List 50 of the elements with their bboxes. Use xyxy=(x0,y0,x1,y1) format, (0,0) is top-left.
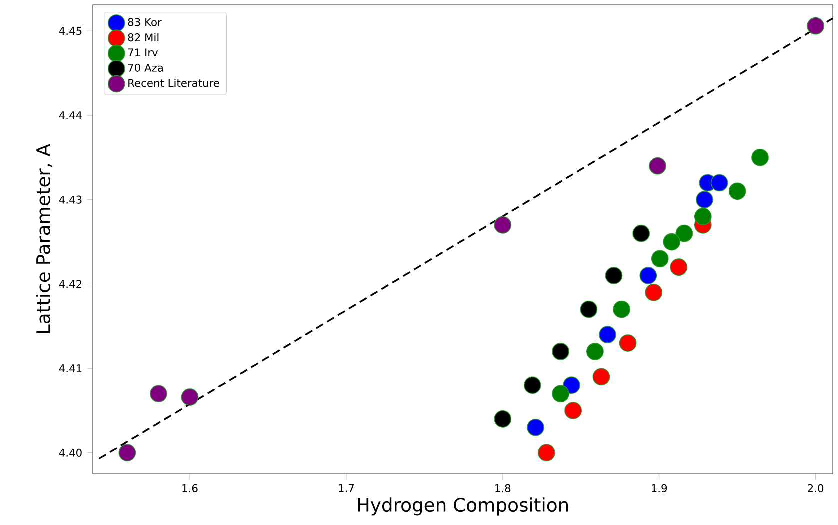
point xyxy=(538,444,556,462)
point xyxy=(527,418,544,436)
point xyxy=(613,300,630,318)
x-tick-label: 2.0 xyxy=(808,484,824,492)
x-tick-label: 1.6 xyxy=(182,484,198,492)
point xyxy=(118,444,136,462)
point xyxy=(649,157,666,175)
point xyxy=(752,149,769,166)
point xyxy=(696,191,714,209)
point xyxy=(552,385,570,403)
point xyxy=(619,334,637,352)
point xyxy=(676,224,694,242)
point xyxy=(150,385,168,403)
point xyxy=(807,17,824,35)
point xyxy=(645,284,663,302)
legend-label: 83 Kor xyxy=(128,18,162,26)
y-tick-label: 4.40 xyxy=(59,448,82,457)
point xyxy=(599,326,616,344)
point xyxy=(651,250,669,268)
point xyxy=(494,410,512,428)
point xyxy=(494,216,512,234)
point xyxy=(181,388,199,406)
point xyxy=(728,182,746,200)
point xyxy=(663,233,681,251)
y-tick-label: 4.45 xyxy=(59,27,82,36)
point xyxy=(632,224,650,242)
y-tick-label: 4.44 xyxy=(59,112,82,120)
point xyxy=(670,258,688,276)
point xyxy=(640,267,658,284)
x-tick-label: 1.8 xyxy=(496,484,511,492)
point xyxy=(605,267,623,284)
legend-label: 71 Irv xyxy=(128,48,158,57)
legend-label: Recent Literature xyxy=(128,78,220,88)
point xyxy=(524,376,542,394)
legend-label: 70 Aza xyxy=(128,64,163,72)
x-tick-label: 1.9 xyxy=(652,484,668,492)
y-tick-label: 4.41 xyxy=(59,364,82,372)
point xyxy=(586,343,604,360)
y-tick-label: 4.43 xyxy=(59,196,82,204)
point xyxy=(580,300,598,318)
point xyxy=(552,343,570,360)
x-axis-title: Hydrogen Composition xyxy=(358,498,568,516)
x-tick-label: 1.7 xyxy=(339,484,354,492)
y-axis-title: Lattice Parameter, A xyxy=(36,144,52,334)
y-tick-label: 4.42 xyxy=(59,280,82,288)
point xyxy=(694,208,712,226)
point xyxy=(592,368,610,386)
point xyxy=(564,402,582,420)
legend-label: 82 Mil xyxy=(128,33,159,42)
point xyxy=(710,174,728,192)
